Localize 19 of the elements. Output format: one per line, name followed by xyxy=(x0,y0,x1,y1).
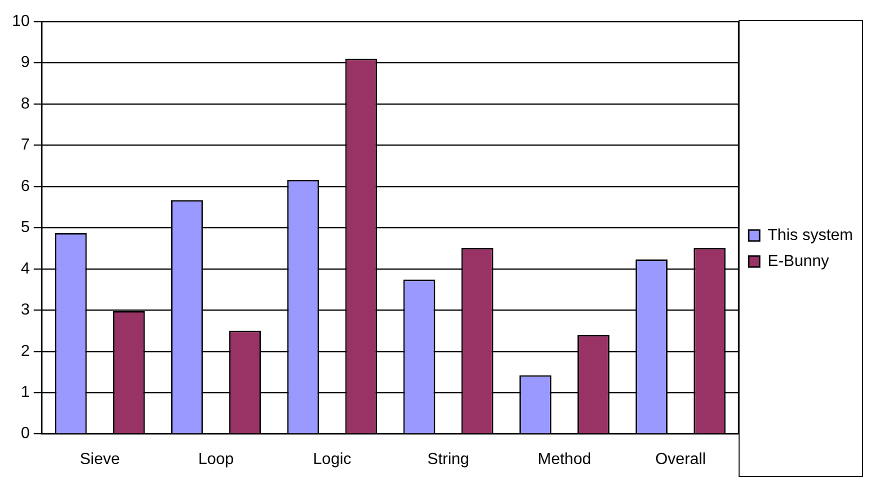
y-tick-label: 3 xyxy=(20,302,30,319)
x-tick-label: Overall xyxy=(655,450,706,468)
x-tick-label: Sieve xyxy=(80,450,120,468)
y-tick-label: 1 xyxy=(20,384,30,401)
x-tick-label: String xyxy=(427,450,470,468)
x-tick-label: Loop xyxy=(198,450,234,468)
y-tick-label: 10 xyxy=(12,13,30,30)
y-tick-label: 4 xyxy=(20,260,30,278)
y-tick-label: 7 xyxy=(20,136,30,154)
legend-label: E-Bunny xyxy=(768,252,830,270)
x-tick-label: Method xyxy=(538,450,592,468)
x-tick-label: Logic xyxy=(313,450,352,468)
y-tick-label: 2 xyxy=(20,342,30,360)
y-tick-label: 0 xyxy=(20,425,30,442)
y-tick-label: 9 xyxy=(20,54,30,72)
y-tick-label: 6 xyxy=(20,178,30,195)
y-tick-label: 8 xyxy=(20,95,30,112)
y-tick-label: 5 xyxy=(20,219,30,236)
legend-label: This system xyxy=(768,226,853,244)
